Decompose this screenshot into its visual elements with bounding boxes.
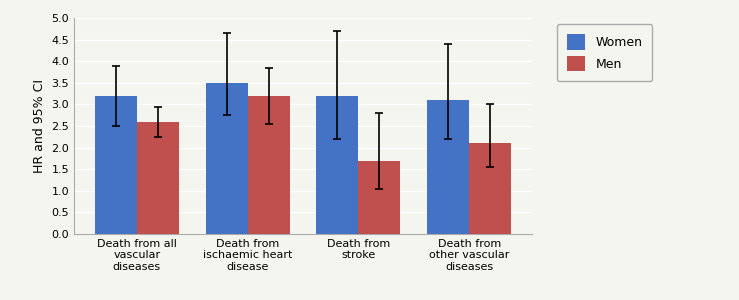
Legend: Women, Men: Women, Men [556, 24, 653, 81]
Bar [95, 96, 137, 234]
Bar [248, 96, 290, 234]
Y-axis label: HR and 95% CI: HR and 95% CI [33, 79, 46, 173]
Bar [427, 100, 469, 234]
Bar [137, 122, 179, 234]
Bar [316, 96, 358, 234]
Bar [205, 83, 248, 234]
Bar [469, 143, 511, 234]
Bar [358, 160, 401, 234]
